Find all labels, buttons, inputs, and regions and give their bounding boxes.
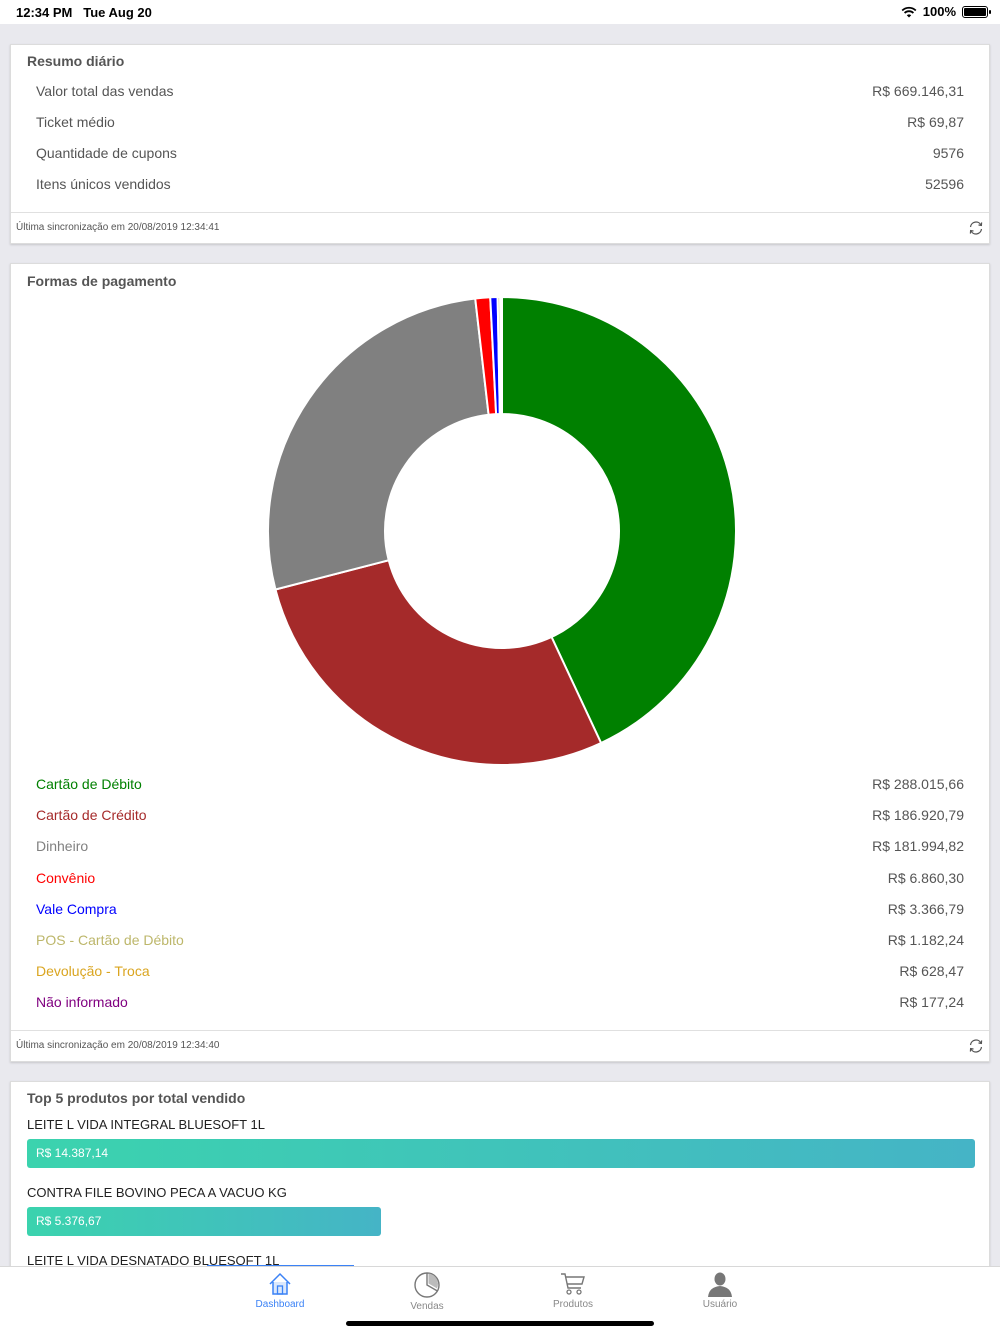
product-name: CONTRA FILE BOVINO PECA A VACUO KG [27, 1185, 287, 1200]
payment-row: Dinheiro R$ 181.994,82 [36, 835, 964, 859]
payment-methods-card: Formas de pagamento Cartão de Débito R$ 2… [10, 263, 990, 1062]
summary-row: Itens únicos vendidos 52596 [36, 173, 964, 197]
summary-row: Valor total das vendas R$ 669.146,31 [36, 80, 964, 104]
payment-label: Dinheiro [36, 838, 89, 855]
donut-slice[interactable] [267, 297, 490, 591]
product-name: LEITE L VIDA INTEGRAL BLUESOFT 1L [27, 1117, 265, 1132]
tab-label: Produtos [552, 1299, 594, 1310]
sync-timestamp: Última sincronização em 20/08/2019 12:34… [16, 222, 220, 233]
payment-value: R$ 181.994,82 [872, 838, 964, 855]
payments-footer: Última sincronização em 20/08/2019 12:34… [11, 1030, 989, 1061]
payment-label: Devolução - Troca [36, 963, 150, 980]
payment-value: R$ 6.860,30 [887, 869, 964, 886]
payment-label: Não informado [36, 994, 128, 1011]
tab-label: Vendas [410, 1301, 444, 1312]
summary-label: Quantidade de cupons [36, 145, 177, 161]
status-right: 100% [901, 4, 991, 19]
product-value: R$ 5.376,67 [36, 1214, 102, 1228]
payments-donut-chart [267, 295, 737, 766]
pie-chart-icon [414, 1272, 440, 1298]
payment-value: R$ 186.920,79 [872, 807, 964, 824]
status-time: 12:34 PM Tue Aug 20 [16, 5, 152, 20]
payment-label: Convênio [36, 869, 96, 886]
payment-row: Devolução - Troca R$ 628,47 [36, 960, 964, 984]
donut-slice[interactable] [501, 295, 737, 745]
refresh-icon[interactable] [968, 220, 984, 236]
payment-label: Cartão de Débito [36, 776, 142, 792]
payment-label: POS - Cartão de Débito [36, 932, 184, 948]
wifi-icon [901, 6, 917, 17]
home-icon [269, 1272, 291, 1295]
summary-title: Resumo diário [27, 53, 125, 69]
home-indicator [346, 1321, 654, 1326]
summary-row: Ticket médio R$ 69,87 [36, 111, 964, 135]
top-products-title: Top 5 produtos por total vendido [27, 1090, 246, 1106]
summary-value: R$ 69,87 [907, 114, 964, 130]
user-icon [708, 1272, 732, 1297]
product-value: R$ 14.387,14 [36, 1146, 109, 1160]
battery-icon [962, 5, 991, 18]
payment-label: Vale Compra [36, 900, 117, 917]
product-bar: R$ 5.376,67 [27, 1207, 382, 1236]
tab-label: Usuário [702, 1299, 738, 1310]
summary-value: R$ 669.146,31 [872, 83, 964, 99]
summary-footer: Última sincronização em 20/08/2019 12:34… [11, 212, 989, 243]
tab-produtos[interactable]: Produtos [523, 1271, 623, 1315]
payment-row: Vale Compra R$ 3.366,79 [36, 898, 964, 922]
donut-slice[interactable] [274, 559, 603, 766]
tab-vendas[interactable]: Vendas [377, 1271, 477, 1315]
top-products-card: Top 5 produtos por total vendido LEITE L… [10, 1081, 990, 1281]
tab-usuario[interactable]: Usuário [670, 1271, 770, 1315]
summary-label: Ticket médio [36, 114, 115, 130]
sync-timestamp: Última sincronização em 20/08/2019 12:34… [16, 1040, 220, 1051]
summary-row: Quantidade de cupons 9576 [36, 142, 964, 166]
cart-icon [561, 1273, 585, 1295]
refresh-icon[interactable] [968, 1038, 984, 1054]
payment-value: R$ 288.015,66 [872, 776, 964, 792]
payment-row: POS - Cartão de Débito R$ 1.182,24 [36, 929, 964, 953]
summary-value: 9576 [932, 145, 964, 161]
payment-label: Cartão de Crédito [36, 807, 147, 824]
payment-row: Não informado R$ 177,24 [36, 991, 964, 1015]
daily-summary-card: Resumo diário Valor total das vendas R$ … [10, 44, 990, 244]
battery-percent: 100% [922, 4, 956, 19]
summary-label: Valor total das vendas [36, 83, 174, 99]
payment-value: R$ 177,24 [899, 994, 964, 1011]
payment-value: R$ 628,47 [899, 963, 964, 980]
status-bar: 12:34 PM Tue Aug 20 100% [0, 0, 1000, 24]
summary-label: Itens únicos vendidos [36, 176, 171, 192]
tab-label: Dashboard [255, 1299, 305, 1310]
product-bar: R$ 14.387,14 [27, 1139, 975, 1168]
payment-row: Cartão de Crédito R$ 186.920,79 [36, 804, 964, 828]
payment-value: R$ 1.182,24 [887, 932, 964, 948]
summary-value: 52596 [925, 176, 964, 192]
tab-dashboard[interactable]: Dashboard [230, 1271, 330, 1315]
product-name: LEITE L VIDA DESNATADO BLUESOFT 1L [27, 1253, 280, 1268]
payment-row: Convênio R$ 6.860,30 [36, 867, 964, 891]
payments-title: Formas de pagamento [27, 273, 177, 289]
payment-value: R$ 3.366,79 [887, 900, 964, 917]
donut-svg [267, 295, 737, 766]
payment-row: Cartão de Débito R$ 288.015,66 [36, 773, 964, 797]
